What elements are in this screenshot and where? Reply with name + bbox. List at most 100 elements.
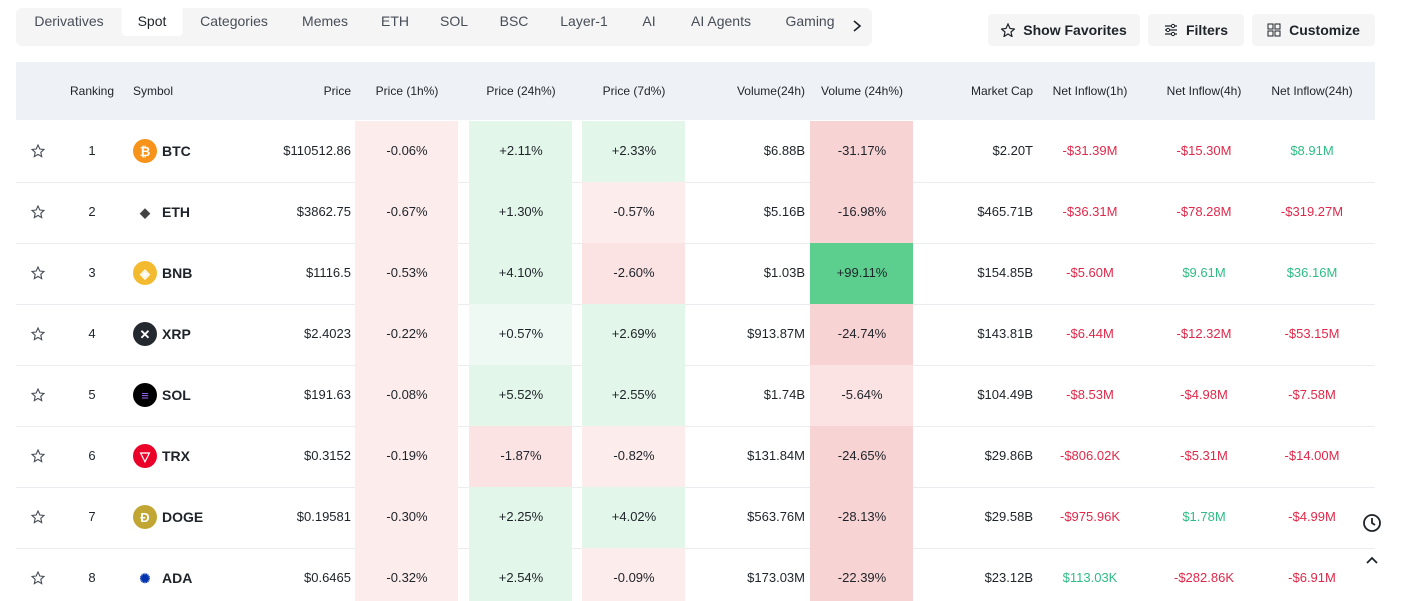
cell: +4.02% bbox=[611, 509, 657, 524]
favorite-star[interactable] bbox=[30, 448, 46, 468]
table-row[interactable]: ₿ 1 BTC $110512.86 -0.06% +2.11% +2.33% $6.88B -… bbox=[16, 121, 1375, 183]
table-row[interactable]: ◈ 3 BNB $1116.5 -0.53% +4.10% -2.60% $1.03B +99.… bbox=[16, 243, 1375, 305]
column-header[interactable]: Net Inflow(24h) bbox=[1271, 84, 1353, 98]
star-icon[interactable] bbox=[30, 326, 46, 341]
heat-cell bbox=[355, 121, 458, 182]
cell[interactable]: ADA bbox=[162, 570, 193, 586]
heat-cell bbox=[469, 487, 572, 548]
svg-text:✕: ✕ bbox=[140, 327, 151, 342]
table-row[interactable]: ◆ 2 ETH $3862.75 -0.67% +1.30% -0.57% $5.16B -16… bbox=[16, 182, 1375, 244]
tab[interactable]: Gaming bbox=[785, 13, 835, 29]
cell: -0.09% bbox=[613, 570, 655, 585]
cell[interactable]: BTC bbox=[162, 143, 191, 159]
coin-icon: ✕ bbox=[133, 322, 157, 346]
cell: -$78.28M bbox=[1176, 204, 1232, 219]
cell: $5.16B bbox=[763, 204, 805, 219]
heat-cell bbox=[810, 365, 913, 426]
heat-cell bbox=[810, 121, 913, 182]
tab[interactable]: Categories bbox=[200, 13, 268, 29]
cell: -0.22% bbox=[386, 326, 428, 341]
cell: $1.74B bbox=[763, 387, 805, 402]
cell: -$14.00M bbox=[1284, 448, 1340, 463]
heat-cell bbox=[355, 365, 458, 426]
table-row[interactable]: ✕ 4 XRP $2.4023 -0.22% +0.57% +2.69% $913.87M -2… bbox=[16, 304, 1375, 366]
tab[interactable]: SOL bbox=[439, 13, 469, 29]
column-header[interactable]: Market Cap bbox=[970, 84, 1033, 98]
button-label[interactable]: Filters bbox=[1185, 22, 1228, 38]
tab[interactable]: ETH bbox=[381, 13, 409, 29]
column-header[interactable]: Volume (24h%) bbox=[820, 84, 904, 98]
button-icon bbox=[1267, 23, 1281, 37]
coin-glyph: ≡ bbox=[141, 388, 149, 403]
cell[interactable]: BNB bbox=[162, 265, 193, 281]
favorite-star[interactable] bbox=[30, 570, 46, 590]
column-header[interactable]: Price (24h%) bbox=[486, 84, 556, 98]
table-row[interactable]: ≡ 5 SOL $191.63 -0.08% +5.52% +2.55% $1.74B -5.6… bbox=[16, 365, 1375, 427]
heat-cell bbox=[810, 182, 913, 243]
star-icon[interactable] bbox=[30, 570, 46, 585]
svg-text:Ð: Ð bbox=[140, 510, 149, 525]
heat-cell bbox=[355, 487, 458, 548]
favorite-star[interactable] bbox=[30, 387, 46, 407]
column-header[interactable]: Net Inflow(4h) bbox=[1166, 84, 1242, 98]
cell[interactable]: TRX bbox=[162, 448, 190, 464]
cell: -0.82% bbox=[613, 448, 655, 463]
tab[interactable]: Memes bbox=[302, 13, 348, 29]
cell: $131.84M bbox=[747, 448, 805, 463]
button[interactable]: Customize bbox=[1252, 14, 1375, 46]
tab[interactable]: Layer-1 bbox=[560, 13, 608, 29]
button[interactable]: Show Favorites bbox=[988, 14, 1140, 46]
tab[interactable]: AI Agents bbox=[691, 13, 751, 29]
star-icon[interactable] bbox=[30, 265, 46, 280]
cell: 2 bbox=[88, 204, 96, 219]
favorite-star[interactable] bbox=[30, 143, 46, 163]
button-label[interactable]: Show Favorites bbox=[1023, 22, 1127, 38]
coin-glyph: ₿ bbox=[140, 144, 151, 159]
tab[interactable]: Spot bbox=[121, 6, 183, 36]
star-icon[interactable] bbox=[30, 387, 46, 402]
heat-cell bbox=[469, 304, 572, 365]
svg-text:◆: ◆ bbox=[139, 205, 151, 220]
tab[interactable]: BSC bbox=[499, 13, 529, 29]
heat-cell bbox=[469, 121, 572, 182]
cell: -$6.91M bbox=[1288, 570, 1336, 585]
favorite-star[interactable] bbox=[30, 326, 46, 346]
tabs-next-arrow[interactable] bbox=[850, 19, 864, 33]
cell: +4.10% bbox=[498, 265, 544, 280]
history-icon[interactable] bbox=[1361, 512, 1383, 534]
star-icon[interactable] bbox=[30, 448, 46, 463]
cell[interactable]: DOGE bbox=[162, 509, 204, 525]
cell: $113.03K bbox=[1062, 570, 1118, 585]
column-header[interactable]: Price (1h%) bbox=[375, 84, 439, 98]
coin-glyph: Ð bbox=[140, 510, 149, 525]
cell: -$4.99M bbox=[1288, 509, 1336, 524]
cell: -$282.86K bbox=[1174, 570, 1234, 585]
cell: 3 bbox=[88, 265, 96, 280]
cell: $0.19581 bbox=[296, 509, 351, 524]
table-row[interactable]: Ð 7 DOGE $0.19581 -0.30% +2.25% +4.02% $563.76M… bbox=[16, 487, 1375, 549]
cell: +2.55% bbox=[611, 387, 657, 402]
favorite-star[interactable] bbox=[30, 509, 46, 529]
table-row[interactable]: ✺ 8 ADA $0.6465 -0.32% +2.54% -0.09% $173.03M -2… bbox=[16, 548, 1375, 601]
button-label[interactable]: Customize bbox=[1289, 22, 1360, 38]
button[interactable]: Filters bbox=[1148, 14, 1244, 46]
column-header[interactable]: Volume(24h) bbox=[736, 84, 805, 98]
star-icon[interactable] bbox=[30, 204, 46, 219]
cell[interactable]: ETH bbox=[162, 204, 190, 220]
tab[interactable]: Derivatives bbox=[34, 13, 104, 29]
heat-cell bbox=[469, 182, 572, 243]
favorite-star[interactable] bbox=[30, 265, 46, 285]
scroll-top-icon[interactable] bbox=[1364, 552, 1380, 568]
cell: +0.57% bbox=[498, 326, 544, 341]
column-header[interactable]: Price (7d%) bbox=[602, 84, 666, 98]
tab[interactable]: AI bbox=[642, 13, 656, 29]
star-icon[interactable] bbox=[30, 509, 46, 524]
cell: $563.76M bbox=[747, 509, 805, 524]
cell[interactable]: SOL bbox=[162, 387, 191, 403]
cell[interactable]: XRP bbox=[162, 326, 191, 342]
star-icon[interactable] bbox=[30, 143, 46, 158]
column-header[interactable]: Net Inflow(1h) bbox=[1052, 84, 1128, 98]
table-row[interactable]: ▽ 6 TRX $0.3152 -0.19% -1.87% -0.82% $131.84M -2… bbox=[16, 426, 1375, 488]
favorite-star[interactable] bbox=[30, 204, 46, 224]
column-header[interactable]: Price bbox=[323, 84, 351, 98]
